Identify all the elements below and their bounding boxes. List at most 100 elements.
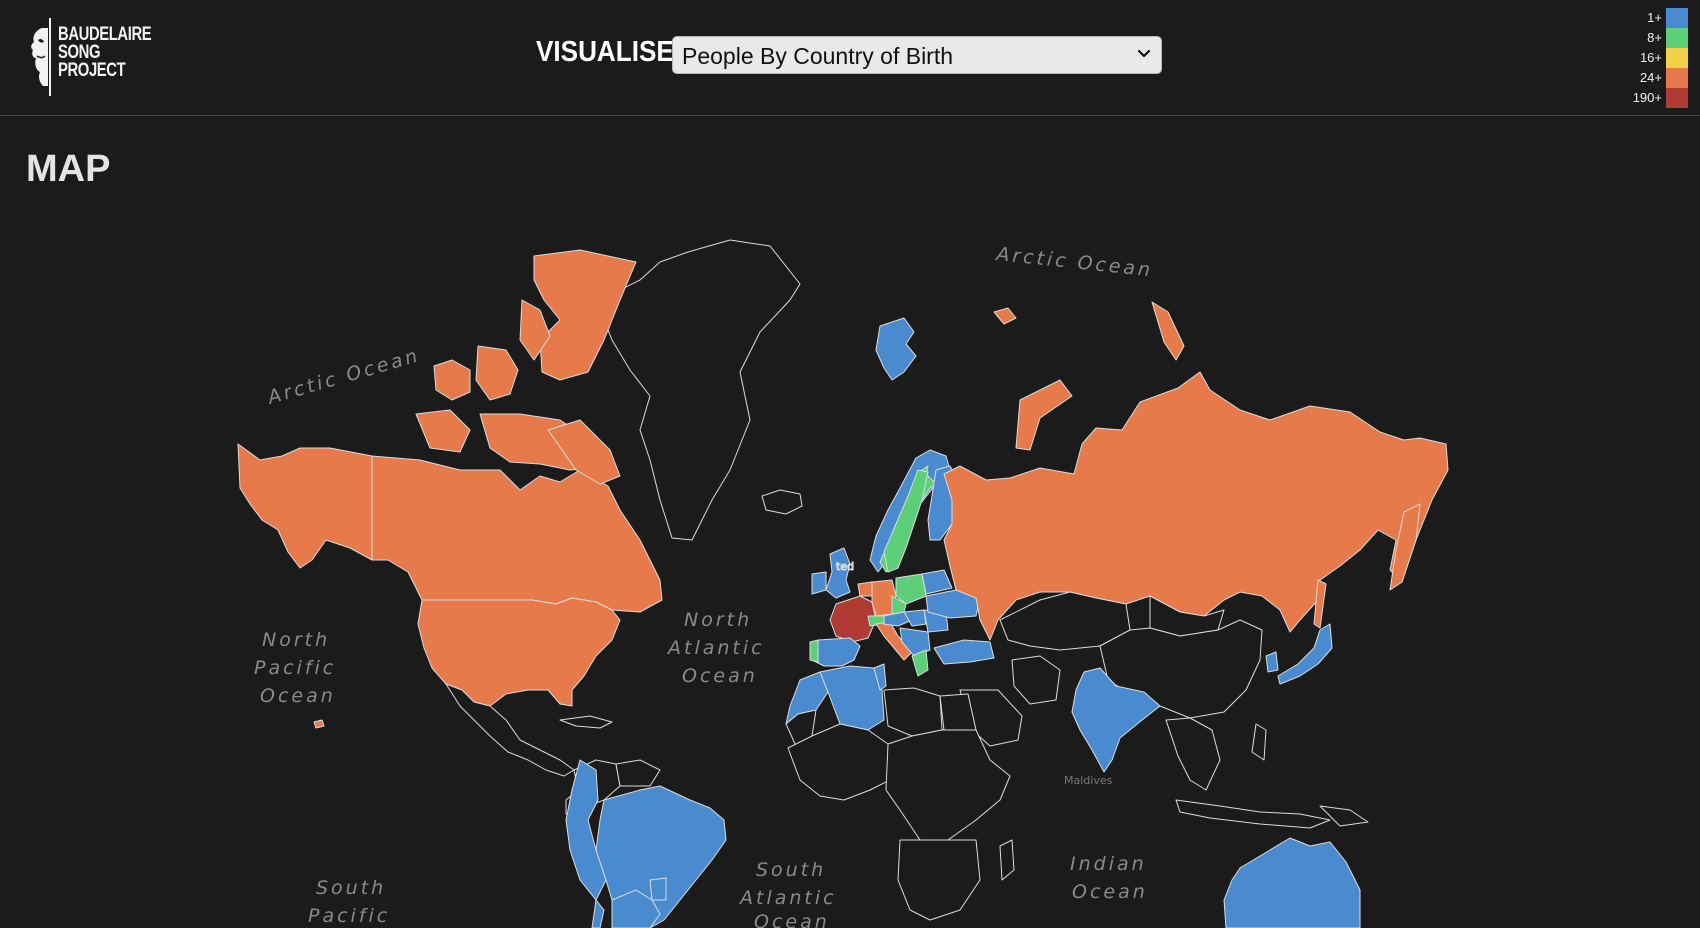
country-uruguay[interactable]: [649, 877, 667, 901]
label-south-pacific-line-2: Pacific: [308, 905, 390, 927]
country-netherlands[interactable]: [857, 581, 873, 597]
country-japan[interactable]: [1277, 623, 1333, 685]
legend-label: 190+: [1632, 90, 1662, 105]
country-peru[interactable]: [565, 759, 607, 901]
chevron-down-icon: [1137, 49, 1151, 58]
country-russia[interactable]: [943, 371, 1449, 641]
label-north-atlantic-line-2: Atlantic: [666, 637, 765, 659]
label-north-pacific-line-2: Pacific: [254, 657, 336, 679]
legend-swatch: [1666, 88, 1688, 108]
page-title: MAP: [26, 148, 111, 190]
visualisation-select-value: People By Country of Birth: [682, 43, 954, 69]
map-legend: 1+ 8+ 16+ 24+ 190+: [1598, 7, 1688, 108]
country-canada-arctic-islands-3[interactable]: [433, 359, 471, 401]
world-map[interactable]: ted: [0, 116, 1700, 928]
logo-line-2: SONG: [58, 42, 101, 63]
country-algeria[interactable]: [819, 665, 885, 731]
country-western-sahara[interactable]: [785, 709, 817, 747]
country-turkey[interactable]: [933, 639, 995, 665]
country-ireland[interactable]: [811, 571, 827, 595]
label-indian-ocean-line-1: Indian: [1070, 853, 1147, 875]
visualise-label: VISUALISE: [536, 36, 674, 68]
country-papua-new-guinea[interactable]: [1319, 805, 1369, 827]
label-north-pacific-line-3: Ocean: [260, 685, 336, 707]
country-chile[interactable]: [591, 899, 605, 928]
legend-item-190-plus: 190+: [1598, 87, 1688, 108]
country-canada-arctic-islands-5[interactable]: [415, 409, 471, 453]
country-spain[interactable]: [811, 637, 861, 667]
country-greece[interactable]: [911, 649, 929, 677]
label-south-atlantic-line-1: South: [756, 859, 826, 881]
country-south-korea[interactable]: [1265, 651, 1279, 673]
legend-label: 16+: [1639, 50, 1662, 65]
country-poland[interactable]: [895, 573, 927, 605]
country-russia-arctic[interactable]: [1151, 301, 1185, 361]
country-uk[interactable]: [825, 547, 851, 599]
label-maldives: Maldives: [1064, 774, 1113, 787]
country-central-africa[interactable]: [885, 729, 1011, 841]
country-australia[interactable]: [1223, 837, 1361, 928]
site-logo[interactable]: BAUDELAIRE SONG PROJECT: [28, 16, 158, 100]
label-indian-ocean-line-2: Ocean: [1072, 881, 1148, 903]
country-iceland[interactable]: [761, 489, 803, 515]
legend-label: 8+: [1647, 30, 1662, 45]
country-philippines[interactable]: [1251, 723, 1267, 761]
country-france[interactable]: [829, 595, 877, 643]
country-canada[interactable]: [371, 455, 663, 613]
country-hawaii[interactable]: [313, 719, 325, 729]
logo-line-1: BAUDELAIRE: [58, 24, 152, 45]
country-russia-sakhalin[interactable]: [1313, 579, 1327, 629]
country-brazil[interactable]: [595, 785, 727, 928]
label-south-pacific-line-1: South: [316, 877, 386, 899]
legend-swatch: [1666, 68, 1688, 88]
label-north-atlantic-line-3: Ocean: [682, 665, 758, 687]
country-indonesia[interactable]: [1175, 799, 1331, 829]
logo-wordmark: BAUDELAIRE SONG PROJECT: [58, 24, 152, 81]
label-arctic-ocean-right: Arctic Ocean: [993, 243, 1154, 282]
country-canada-arctic-islands-2[interactable]: [519, 299, 551, 361]
country-usa-alaska[interactable]: [237, 443, 373, 569]
legend-label: 1+: [1647, 10, 1662, 25]
label-united-kingdom: ted: [836, 560, 854, 573]
country-svalbard[interactable]: [875, 317, 917, 381]
country-venezuela[interactable]: [615, 759, 661, 787]
country-southeast-asia[interactable]: [1165, 717, 1221, 791]
country-libya[interactable]: [883, 687, 943, 737]
country-iran[interactable]: [1011, 655, 1061, 705]
country-austria[interactable]: [883, 611, 913, 627]
logo-line-3: PROJECT: [58, 60, 126, 81]
country-india[interactable]: [1071, 667, 1161, 773]
country-canada-arctic-islands-4[interactable]: [475, 345, 519, 401]
visualisation-select[interactable]: People By Country of Birth: [672, 36, 1162, 74]
legend-swatch: [1666, 8, 1688, 28]
country-hungary[interactable]: [903, 609, 927, 627]
legend-swatch: [1666, 28, 1688, 48]
legend-item-24-plus: 24+: [1598, 67, 1688, 88]
country-belarus[interactable]: [921, 569, 953, 595]
legend-item-1-plus: 1+: [1598, 7, 1688, 28]
country-canada-arctic-islands[interactable]: [533, 249, 637, 381]
country-tunisia[interactable]: [873, 663, 887, 691]
country-usa[interactable]: [417, 597, 621, 707]
header-bar: BAUDELAIRE SONG PROJECT VISUALISE People…: [0, 0, 1700, 116]
legend-swatch: [1666, 48, 1688, 68]
label-south-atlantic-line-3: Ocean: [754, 911, 830, 928]
legend-item-8-plus: 8+: [1598, 27, 1688, 48]
baudelaire-portrait-icon: [31, 18, 51, 96]
country-portugal[interactable]: [809, 639, 819, 663]
country-cuba[interactable]: [559, 715, 613, 729]
country-russia-novaya[interactable]: [1015, 379, 1073, 451]
country-southern-africa[interactable]: [897, 839, 981, 921]
label-north-pacific-line-1: North: [262, 629, 330, 651]
legend-item-16-plus: 16+: [1598, 47, 1688, 68]
legend-label: 24+: [1639, 70, 1662, 85]
country-franz-josef[interactable]: [993, 307, 1017, 325]
label-south-atlantic-line-2: Atlantic: [738, 887, 837, 909]
country-russia-kamchatka[interactable]: [1389, 503, 1421, 591]
label-north-atlantic-line-1: North: [684, 609, 752, 631]
country-canada-arctic-islands-7[interactable]: [547, 419, 621, 485]
country-sweden-body[interactable]: [883, 469, 929, 573]
country-argentina[interactable]: [611, 889, 661, 928]
label-arctic-ocean-left: Arctic Ocean: [263, 344, 422, 409]
country-madagascar[interactable]: [999, 839, 1015, 881]
